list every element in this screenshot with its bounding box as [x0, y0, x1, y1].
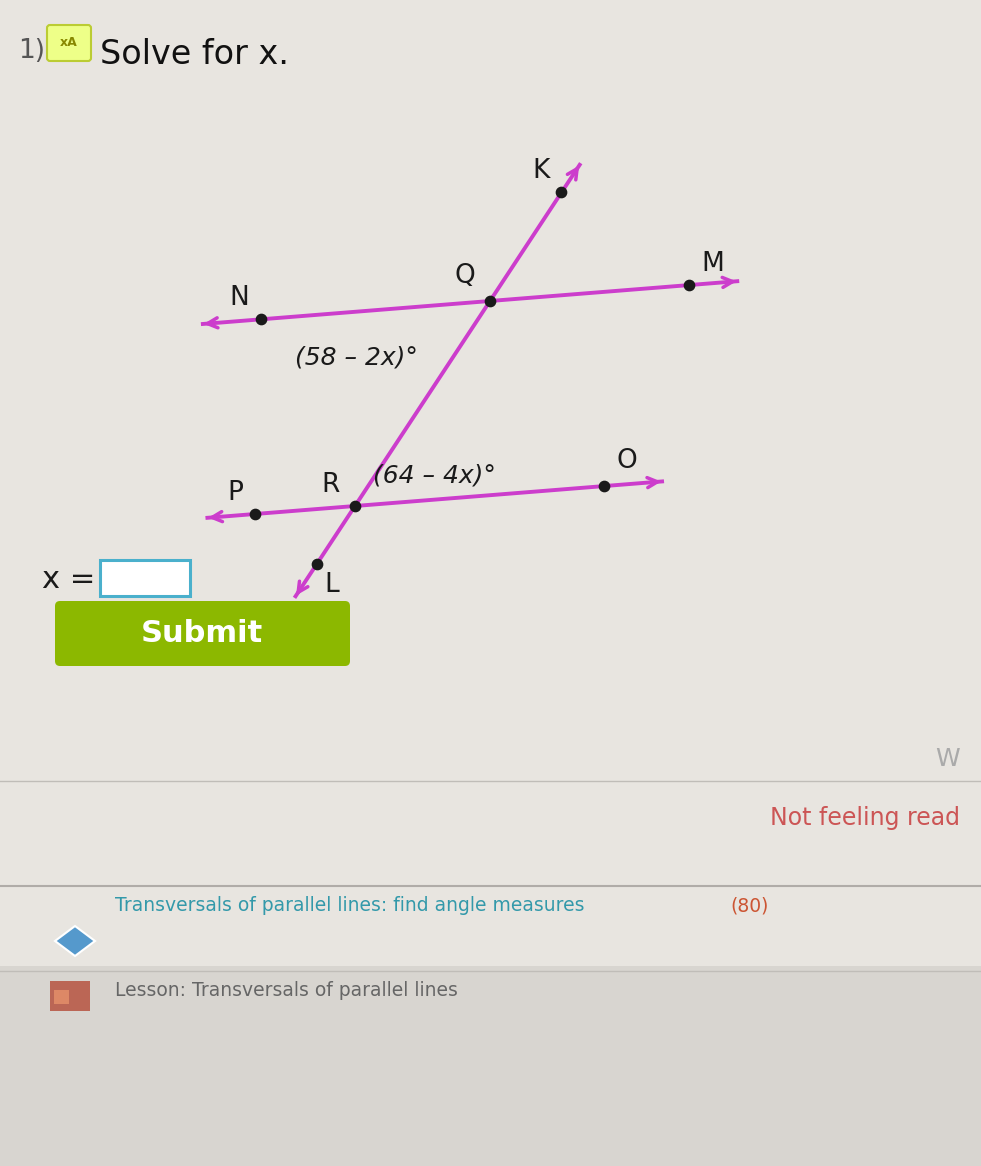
Text: xA: xA	[60, 36, 77, 49]
Text: Solve for x.: Solve for x.	[100, 38, 289, 71]
Text: L: L	[325, 573, 339, 598]
Text: W: W	[935, 747, 960, 771]
Text: x =: x =	[41, 564, 95, 593]
Point	[309, 555, 325, 574]
FancyBboxPatch shape	[0, 0, 981, 965]
Point	[596, 477, 612, 496]
Text: (58 – 2x)°: (58 – 2x)°	[295, 346, 418, 370]
Polygon shape	[55, 926, 95, 956]
FancyBboxPatch shape	[55, 600, 350, 666]
Text: 1): 1)	[18, 38, 45, 64]
FancyBboxPatch shape	[47, 24, 91, 61]
Text: P: P	[228, 480, 243, 506]
Text: (64 – 4x)°: (64 – 4x)°	[373, 464, 495, 489]
Point	[553, 183, 569, 202]
Text: Not feeling read: Not feeling read	[770, 806, 960, 830]
Text: R: R	[322, 472, 340, 498]
Point	[482, 292, 497, 310]
Point	[247, 505, 263, 524]
Point	[347, 497, 363, 515]
Text: Submit: Submit	[141, 619, 263, 648]
Text: N: N	[229, 286, 249, 311]
Text: Lesson: Transversals of parallel lines: Lesson: Transversals of parallel lines	[115, 981, 458, 1000]
Text: Transversals of parallel lines: find angle measures: Transversals of parallel lines: find ang…	[115, 895, 591, 915]
FancyBboxPatch shape	[100, 560, 190, 596]
FancyBboxPatch shape	[50, 981, 90, 1011]
Text: M: M	[701, 251, 724, 278]
Text: O: O	[616, 448, 637, 475]
Point	[682, 275, 697, 294]
Point	[253, 310, 269, 329]
Text: Q: Q	[454, 264, 475, 289]
Text: K: K	[532, 159, 549, 184]
FancyBboxPatch shape	[54, 990, 69, 1004]
Text: (80): (80)	[730, 895, 768, 915]
